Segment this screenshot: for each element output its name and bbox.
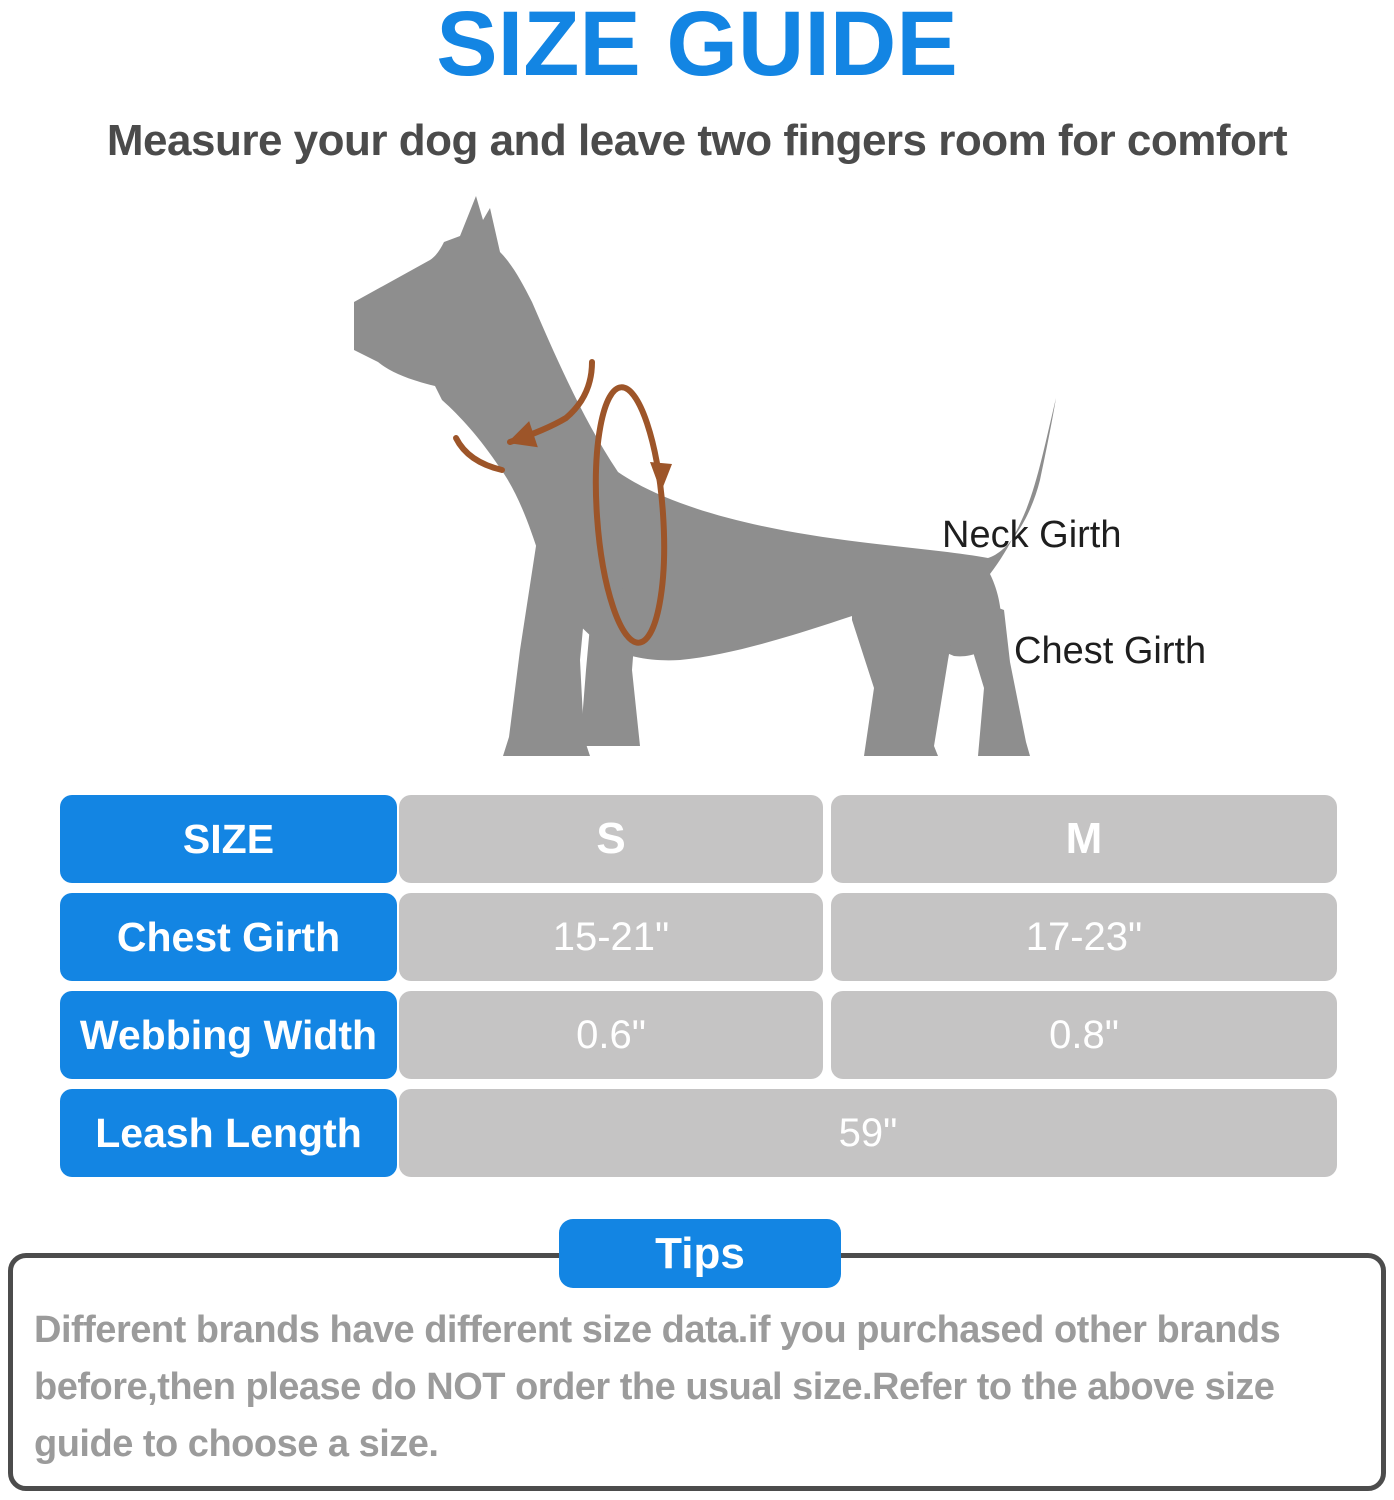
chest-girth-label: Chest Girth <box>1014 630 1207 672</box>
table-header-col-s: S <box>399 795 823 883</box>
chest-girth-ellipse <box>592 384 668 646</box>
row-label: Webbing Width <box>60 991 397 1079</box>
row-label: Leash Length <box>60 1089 397 1177</box>
table-header-col-m: M <box>831 795 1337 883</box>
neck-girth-arc <box>507 359 595 448</box>
size-table: SIZE S M Chest Girth 15-21" 17-23" Webbi… <box>60 795 1337 1187</box>
row-label: Chest Girth <box>60 893 397 981</box>
dog-front-near-leg <box>503 546 590 756</box>
tips-badge: Tips <box>559 1219 841 1288</box>
table-row-chest-girth: Chest Girth 15-21" 17-23" <box>60 893 1337 981</box>
table-header-size: SIZE <box>60 795 397 883</box>
row-value-s: 0.6" <box>399 991 823 1079</box>
table-row-webbing-width: Webbing Width 0.6" 0.8" <box>60 991 1337 1079</box>
neck-girth-label: Neck Girth <box>942 514 1122 556</box>
dog-rear-near-leg <box>852 564 960 756</box>
page-title: SIZE GUIDE <box>436 0 958 95</box>
neck-girth-arc-lower <box>453 435 505 473</box>
table-header-row: SIZE S M <box>60 795 1337 883</box>
tips-box <box>8 1253 1386 1491</box>
row-value-m: 17-23" <box>831 893 1337 981</box>
dog-silhouette-graphic <box>354 196 1056 756</box>
row-value-s: 15-21" <box>399 893 823 981</box>
row-value-merged: 59" <box>399 1089 1337 1177</box>
chest-girth-arrow-icon <box>650 462 672 492</box>
dog-silhouette <box>354 196 1056 756</box>
dog-rear-far-leg <box>956 592 1030 756</box>
page-subtitle: Measure your dog and leave two fingers r… <box>106 116 1288 165</box>
dog-front-far-leg <box>580 582 640 746</box>
tips-text: Different brands have different size dat… <box>34 1309 1281 1465</box>
table-row-leash-length: Leash Length 59" <box>60 1089 1337 1177</box>
row-value-m: 0.8" <box>831 991 1337 1079</box>
dog-measurement-diagram: Neck Girth Chest Girth <box>340 190 1206 770</box>
